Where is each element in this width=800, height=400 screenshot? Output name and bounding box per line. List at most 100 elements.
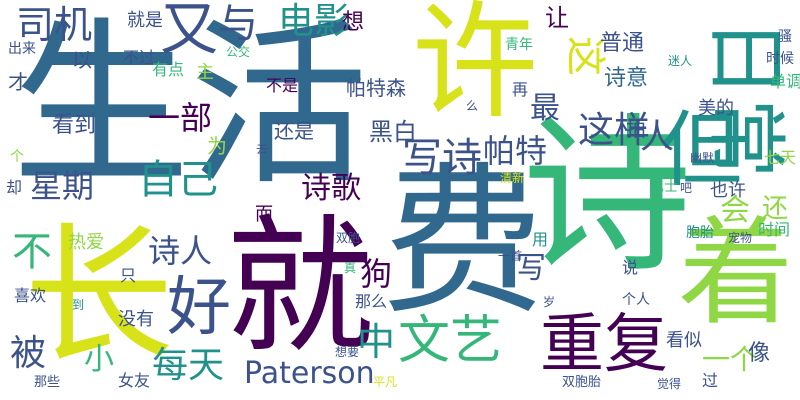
word-youmo: 幽默: [690, 151, 715, 165]
word-xiangyao: 想要: [335, 345, 360, 359]
word-dao: 到: [72, 298, 85, 312]
word-zai: 再: [512, 80, 529, 99]
word-meiyou: 没有: [118, 309, 154, 330]
word-yong: 用: [532, 230, 549, 249]
word-zheyang: 这样: [578, 110, 651, 151]
word-xu: 许: [412, 0, 538, 136]
word-geren: 个人: [622, 292, 650, 308]
word-xiao: 小: [84, 342, 114, 377]
word-shige: 诗歌: [301, 171, 361, 206]
word-yi: 以: [72, 48, 92, 72]
word-meitian: 每天: [152, 345, 225, 386]
word-jiu: 就: [226, 201, 374, 373]
word-qu: 去: [256, 142, 269, 156]
word-zhe: 着: [678, 206, 794, 341]
word-xiang: 想: [342, 10, 365, 35]
word-xie: 写: [516, 251, 546, 286]
word-huan: 还: [762, 194, 789, 224]
word-pai: 拍: [626, 117, 646, 141]
word-bei: 被: [10, 333, 47, 374]
word-meide: 美的: [698, 98, 734, 119]
word-shuangbaotai: 双胞胎: [562, 375, 602, 390]
word-zhe2: 这: [562, 36, 608, 76]
word-shijian: 时间: [758, 220, 791, 239]
word-zhu: 主: [196, 62, 214, 83]
word-qingnian: 青年: [505, 37, 533, 53]
word-kandao: 看到: [52, 113, 97, 138]
word-chang: 长: [24, 210, 175, 384]
word-shenghuo: 生活: [12, 2, 368, 209]
word-shihou: 时候: [766, 51, 794, 67]
word-youdian: 有点: [152, 60, 185, 79]
word-qingxin: 清新: [500, 171, 525, 185]
word-zui: 最: [530, 91, 560, 126]
word-miren: 迷人: [668, 54, 693, 68]
word-me: 么: [466, 99, 479, 113]
word-chongfu: 重复: [540, 308, 668, 382]
word-chulai: 出来: [8, 41, 36, 57]
word-chongwu: 宠物: [728, 231, 753, 245]
word-que: 却: [6, 178, 23, 197]
word-qitian: 七天: [764, 148, 797, 167]
word-xieshi: 写诗: [402, 135, 482, 181]
word-yishou: 一首: [498, 249, 523, 263]
word-xihuan: 喜欢: [14, 286, 47, 305]
word-zhen: 真: [344, 261, 357, 275]
word-juede: 觉得: [657, 377, 682, 391]
word-jiushi: 就是: [127, 10, 163, 31]
word-ziji: 自己: [138, 157, 218, 203]
word-pate: 帕特: [483, 132, 548, 170]
word-fei: 费: [382, 149, 544, 337]
word-putong: 普通: [600, 31, 645, 56]
word-wei: 为: [207, 134, 227, 158]
word-yibu: 一部: [148, 99, 213, 137]
word-naxie: 那些: [34, 375, 61, 390]
word-dandiao: 单调: [770, 72, 800, 91]
word-wenyi: 文艺: [398, 311, 503, 371]
word-patesen: 帕特森: [346, 76, 406, 100]
word-shuo: 说: [622, 258, 639, 277]
word-siji: 司机: [16, 3, 93, 47]
word-ren: 人: [640, 117, 674, 157]
word-dianying: 电影: [278, 1, 351, 42]
word-heibai: 黑白: [369, 118, 417, 146]
word-xiang2: 像: [748, 341, 771, 366]
word-gou: 狗: [360, 255, 393, 293]
word-xingqi: 星期: [30, 167, 95, 205]
word-zhi: 只: [120, 266, 137, 285]
word-yexu: 也许: [710, 180, 746, 201]
word-bushi: 不是: [266, 76, 299, 95]
word-ge: 个: [10, 149, 24, 165]
word-reai: 热爱: [68, 232, 104, 253]
word-hui: 会: [720, 193, 750, 228]
word-bashi: 巴士: [650, 179, 678, 195]
word-shuangbao: 双胞: [336, 231, 361, 245]
word-zhong: 中: [357, 320, 396, 364]
word-you: 又: [160, 0, 219, 63]
word-shiyi: 诗意: [604, 66, 649, 91]
word-cai: 才: [8, 70, 28, 94]
word-name: 那么: [355, 292, 388, 311]
word-baotai: 胞胎: [686, 225, 714, 241]
word-pingfan: 平凡: [373, 375, 398, 389]
word-nvyou: 女友: [118, 371, 151, 390]
word-hao: 好: [167, 271, 231, 345]
word-sui: 岁: [543, 295, 556, 309]
word-bu: 不: [12, 229, 52, 275]
word-yige: 一个: [702, 343, 759, 376]
word-gongjiao: 公交: [226, 45, 251, 59]
word-haishi: 还是: [274, 119, 314, 143]
word-rang: 让: [545, 4, 569, 32]
word-shiren: 诗人: [148, 232, 213, 270]
word-dan: 但: [660, 103, 743, 198]
word-kansi: 看似: [666, 330, 702, 351]
word-guo: 过: [702, 371, 719, 390]
word-sao: 骚: [778, 29, 792, 45]
word-paterson: Paterson: [244, 356, 375, 391]
word-ba: 吧: [680, 181, 693, 195]
word-yu: 与: [218, 1, 258, 47]
word-er: 而: [255, 204, 273, 225]
word-buguo: 不过: [123, 48, 156, 67]
word-shi: 诗: [522, 98, 693, 296]
